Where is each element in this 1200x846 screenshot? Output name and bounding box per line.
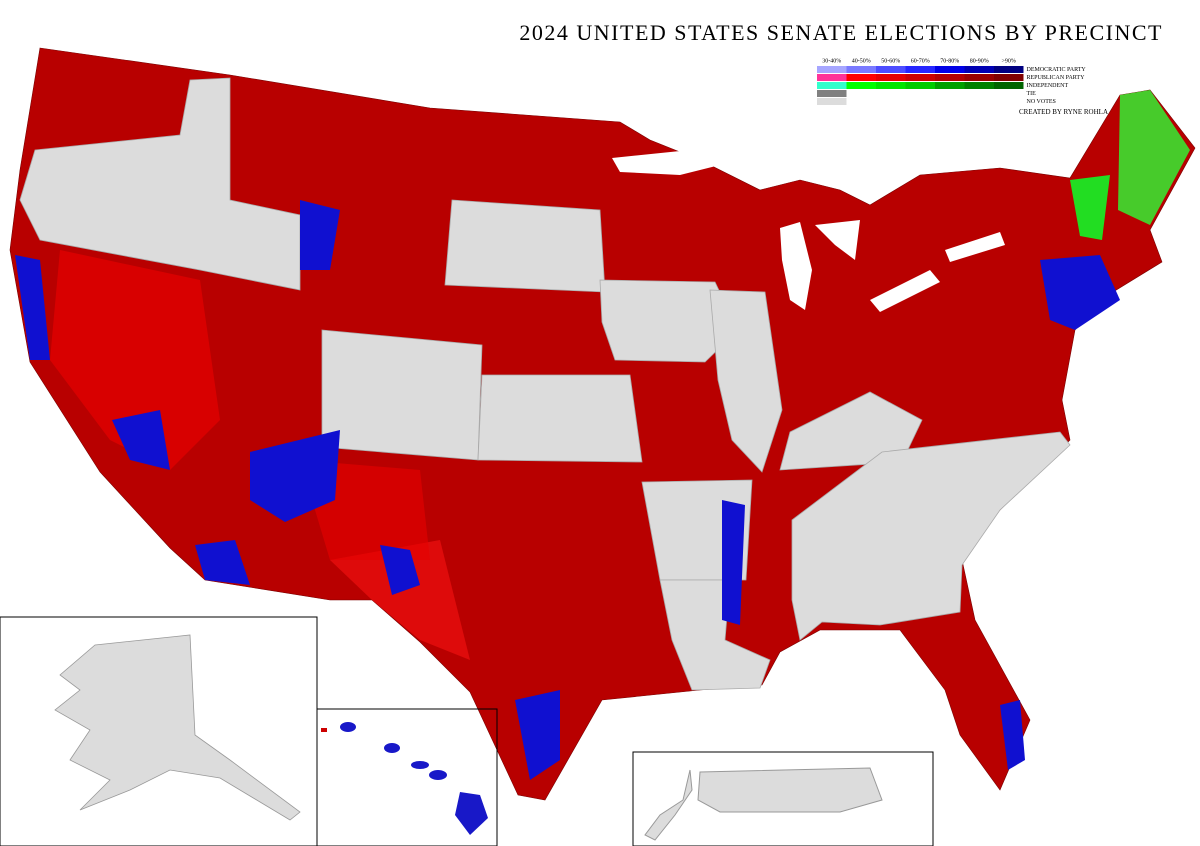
no-vote-south-dakota [444,199,606,293]
lake [815,220,860,260]
hawaii-island [455,792,488,835]
legend-swatch [964,74,994,81]
no-vote-kentucky [779,391,923,471]
dem-area [515,690,560,780]
legend-swatch [846,82,876,89]
alaska [54,634,301,821]
legend-swatch [817,98,847,105]
hawaii-frame [316,708,498,846]
no-vote-kansas [477,374,643,463]
legend-column-label: 60-70% [911,58,930,64]
legend-row-label: DEMOCRATIC PARTY [1027,67,1087,73]
hawaii-island [384,743,400,753]
legend-swatch [876,66,906,73]
no-vote-southeast [791,431,1071,641]
legend-row-label: INDEPENDENT [1027,83,1069,89]
lake [870,270,940,312]
dem-area [112,410,170,470]
no-vote-iowa [599,279,739,363]
lake [612,150,720,175]
legend: 30-40% 40-50% 50-60% 60-70% 70-80% 80-90% >90%… [817,58,1086,105]
dem-area [250,430,340,522]
legend-column-label: 70-80% [940,58,959,64]
dem-area [380,545,420,595]
legend-swatch [876,82,906,89]
legend-column-label: 30-40% [822,58,841,64]
dem-area [195,540,250,585]
dem-area [300,200,340,270]
legend-column-label: 50-60% [881,58,900,64]
hawaii-island [411,761,429,769]
legend-swatch [817,66,847,73]
legend-swatch [964,82,994,89]
hawaii-red [321,728,327,732]
legend-swatch [817,82,847,89]
dem-area [1040,255,1120,330]
legend-swatch [846,66,876,73]
legend-swatch [935,82,965,89]
legend-swatch [935,74,965,81]
ind-area [1070,175,1110,240]
legend-swatch [994,82,1024,89]
dem-area [1000,700,1025,770]
legend-swatch [994,74,1024,81]
credit: CREATED BY RYNE ROHLA [1019,108,1108,116]
lake [945,232,1005,262]
legend-column-label: 40-50% [852,58,871,64]
no-vote-colorado [321,329,483,461]
guam [644,769,693,841]
legend-row-label: TIE [1027,91,1037,97]
legend-row-label: REPUBLICAN PARTY [1027,75,1086,81]
no-vote-illinois [709,289,783,473]
ind-area [1118,90,1190,225]
legend-column-label: >90% [1002,58,1016,64]
legend-row-label: NO VOTES [1027,99,1056,105]
legend-column-label: 80-90% [970,58,989,64]
legend-swatch [905,74,935,81]
lake [780,222,812,310]
hawaii-island [340,722,356,732]
legend-swatch [994,66,1024,73]
legend-swatch [817,74,847,81]
dem-area [15,255,50,360]
light-red-region [330,540,470,660]
legend-swatch [846,74,876,81]
dem-area [722,500,745,625]
territories-frame [632,751,934,846]
legend-swatch [905,66,935,73]
legend-swatch [817,90,847,97]
legend-swatch [935,66,965,73]
map-title: 2024 UNITED STATES SENATE ELECTIONS BY P… [519,20,1163,45]
legend-swatch [876,74,906,81]
legend-swatch [905,82,935,89]
puerto-rico [697,767,883,813]
legend-swatch [964,66,994,73]
hawaii-island [429,770,447,780]
light-red-region [50,250,220,470]
